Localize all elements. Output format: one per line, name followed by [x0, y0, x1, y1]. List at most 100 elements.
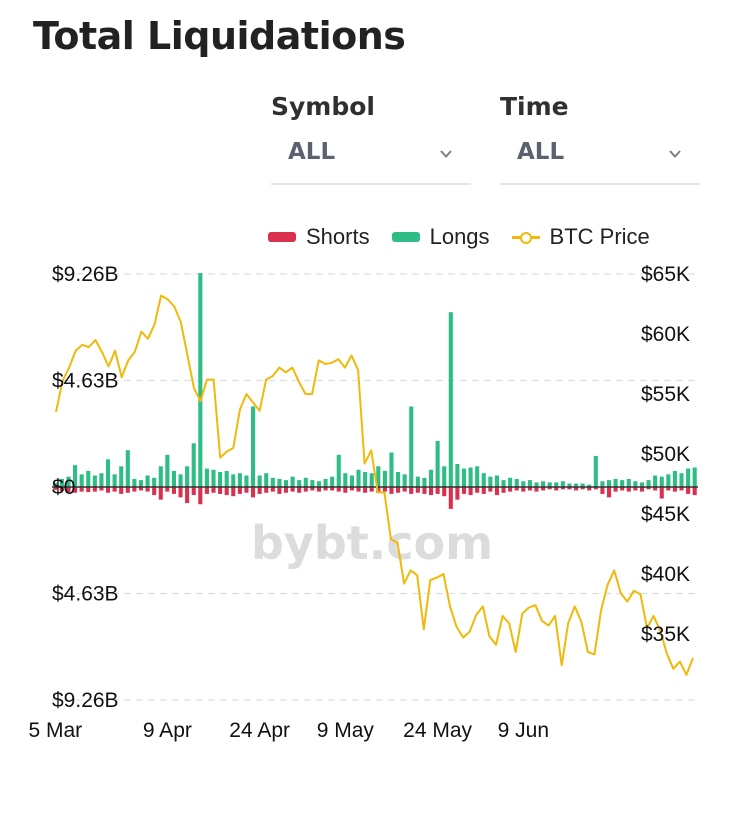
shorts-bar [593, 487, 598, 490]
symbol-select[interactable]: ALL [271, 121, 471, 185]
longs-bar [211, 469, 216, 487]
longs-bar [303, 477, 308, 487]
shorts-bar [633, 487, 638, 491]
shorts-bar [198, 487, 203, 505]
shorts-bar [620, 487, 625, 491]
legend-item-shorts[interactable]: Shorts [268, 224, 370, 250]
shorts-bar [646, 487, 651, 490]
longs-bar [171, 470, 176, 487]
longs-bar [494, 475, 499, 487]
y-right-tick-label: $40K [641, 563, 690, 586]
longs-bar [428, 469, 434, 487]
shorts-bar [363, 487, 368, 493]
btc-price-line [55, 294, 694, 676]
longs-bar [231, 474, 236, 487]
longs-bar [310, 480, 315, 487]
longs-bar [580, 483, 585, 487]
shorts-bar [92, 487, 97, 492]
longs-bar [646, 480, 651, 487]
symbol-filter-label: Symbol [271, 92, 375, 121]
y-right-tick-label: $35K [641, 623, 690, 646]
shorts-bar [145, 487, 150, 492]
legend-item-longs[interactable]: Longs [391, 224, 490, 250]
shorts-bar [653, 487, 658, 491]
shorts-bar [343, 487, 348, 493]
shorts-bar [283, 487, 289, 493]
y-right-tick-label: $55K [641, 383, 690, 406]
longs-bar [152, 477, 157, 487]
shorts-bar [303, 487, 308, 492]
shorts-bar [672, 487, 677, 492]
longs-bar [132, 478, 137, 487]
shorts-bar [105, 487, 111, 493]
longs-bar [349, 475, 354, 487]
shorts-bar [686, 487, 691, 494]
shorts-bar [138, 487, 144, 491]
shorts-bar [422, 487, 427, 494]
page-title: Total Liquidations [33, 14, 406, 58]
longs-bar [66, 476, 71, 487]
longs-bar [290, 476, 295, 487]
longs-bar [587, 484, 592, 487]
longs-bar [382, 470, 387, 487]
longs-bar [435, 440, 440, 487]
chevron-down-icon [440, 150, 452, 158]
longs-bar [541, 481, 546, 487]
longs-bar [633, 481, 638, 487]
shorts-bar [99, 487, 104, 491]
shorts-bar [211, 487, 216, 493]
y-right-tick-label: $60K [641, 323, 690, 346]
longs-bar [521, 481, 526, 487]
longs-bar [297, 480, 302, 487]
shorts-bar [125, 487, 130, 493]
longs-bar [125, 450, 130, 487]
longs-bar [270, 477, 275, 487]
legend-label-longs: Longs [429, 224, 490, 249]
shorts-swatch [268, 232, 296, 242]
longs-bar [626, 478, 631, 487]
longs-bar [409, 406, 414, 487]
shorts-bar [448, 487, 453, 509]
shorts-bar [73, 487, 78, 493]
shorts-bar [119, 487, 124, 494]
longs-bar [112, 474, 117, 487]
shorts-bar [442, 487, 447, 497]
y-left-tick-label: $4.63B [52, 583, 119, 606]
shorts-bar [316, 487, 322, 492]
longs-bar [679, 473, 684, 487]
shorts-bar [534, 487, 539, 492]
longs-bar [237, 473, 242, 487]
shorts-bar [508, 487, 513, 492]
shorts-bar [606, 487, 612, 498]
shorts-bar [541, 487, 546, 491]
longs-bar [59, 478, 64, 487]
liquidations-chart: bybt.com $9.26B$4.63B$0$4.63B$9.26B$65K$… [28, 263, 698, 742]
shorts-bar [330, 487, 335, 491]
longs-bar [277, 478, 282, 487]
longs-bar [336, 454, 341, 487]
shorts-bar [158, 487, 163, 500]
longs-bar [92, 475, 97, 487]
time-select[interactable]: ALL [500, 121, 700, 185]
longs-bar [185, 466, 190, 487]
shorts-bar [409, 487, 414, 494]
longs-bar [475, 466, 480, 487]
longs-bar [639, 482, 645, 487]
longs-bar [356, 469, 361, 487]
shorts-bar [481, 487, 486, 494]
longs-bar [666, 474, 671, 487]
longs-bar [73, 465, 78, 487]
longs-bar [468, 467, 473, 487]
longs-bar [488, 476, 493, 487]
shorts-bar [455, 487, 460, 500]
longs-bar [191, 443, 196, 487]
shorts-bar [600, 487, 605, 494]
longs-bar [554, 482, 559, 487]
x-tick-label: 24 Apr [229, 719, 290, 742]
time-filter-label: Time [500, 92, 569, 121]
shorts-bar [574, 487, 579, 491]
legend-item-btc-price[interactable]: BTC Price [511, 224, 650, 250]
shorts-bar [580, 487, 585, 490]
longs-bar [422, 477, 427, 487]
longs-bar [218, 472, 223, 487]
